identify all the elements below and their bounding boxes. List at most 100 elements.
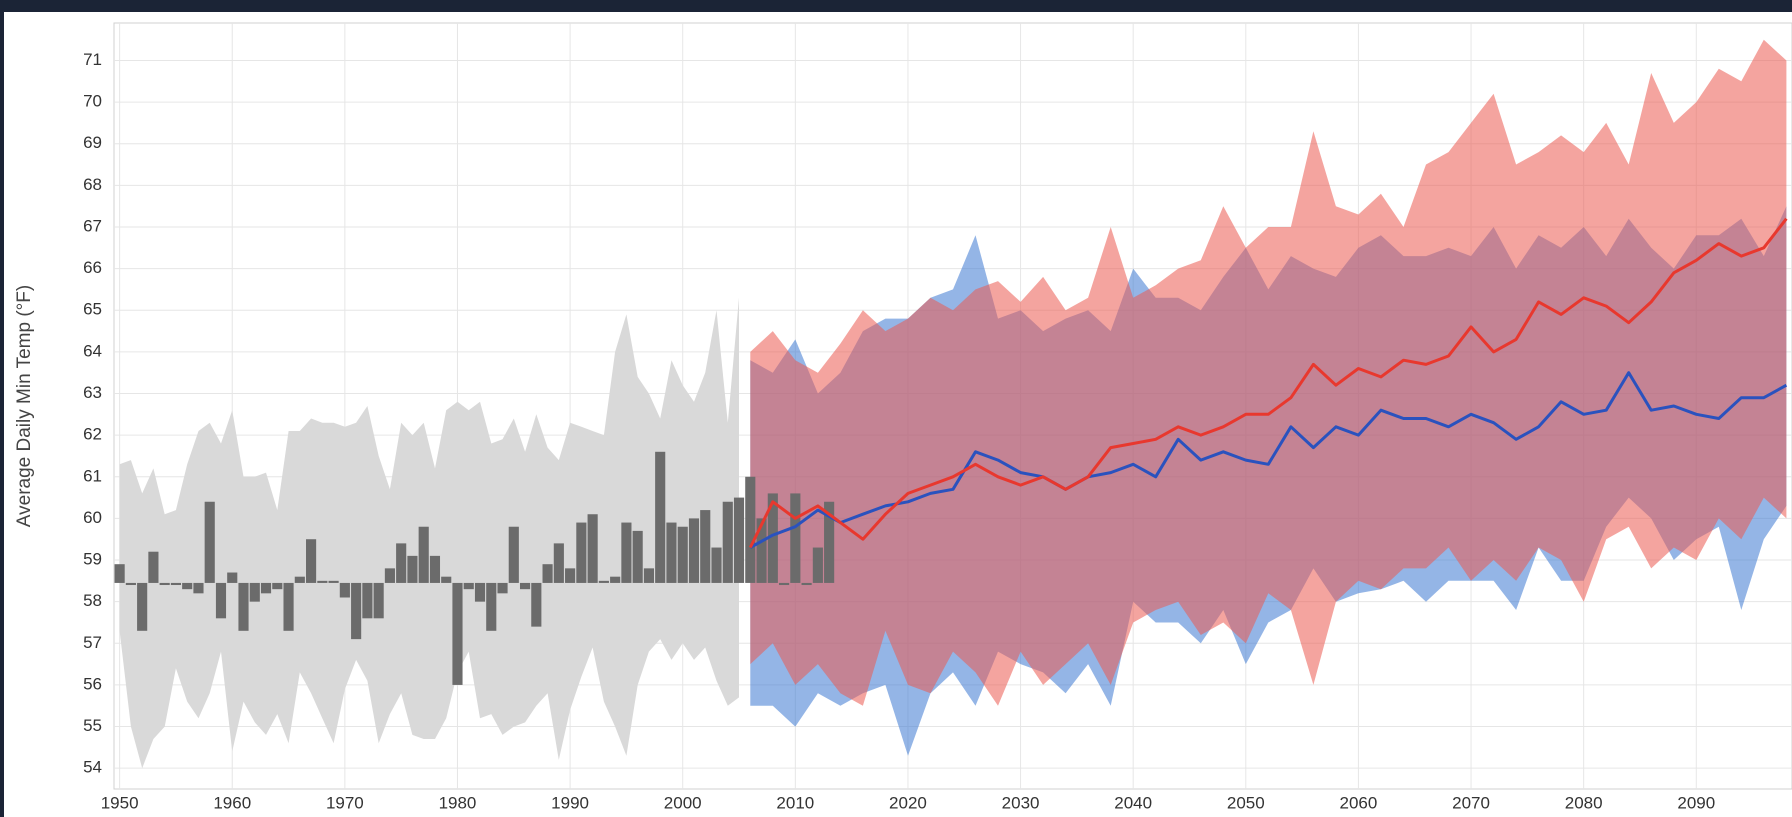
observed-bar — [700, 510, 711, 583]
observed-bar — [542, 564, 553, 583]
observed-bar — [677, 526, 688, 583]
observed-bar — [812, 547, 823, 583]
y-tick-label: 65 — [83, 300, 102, 319]
observed-bar — [384, 568, 395, 583]
y-axis-label: Average Daily Min Temp (°F) — [14, 285, 35, 527]
observed-bar — [396, 543, 407, 583]
y-tick-label: 69 — [83, 133, 102, 152]
observed-bar — [621, 522, 632, 583]
observed-bar — [508, 526, 519, 583]
observed-bar — [306, 539, 317, 583]
y-tick-label: 56 — [83, 674, 102, 693]
labels: 54 55 56 57 58 59 60 61 62 63 64 65 66 67 68 69 70 71 1950… — [83, 50, 1715, 813]
observed-bar — [733, 497, 745, 583]
y-tick-label: 55 — [83, 716, 102, 735]
observed-bar — [824, 501, 835, 583]
observed-bar — [801, 582, 812, 586]
observed-bar — [767, 493, 778, 583]
observed-bar — [779, 582, 790, 586]
observed-bar — [486, 582, 497, 631]
x-tick-label: 1970 — [326, 793, 364, 812]
y-tick-label: 61 — [83, 466, 102, 485]
observed-bar — [688, 518, 700, 583]
observed-bar — [170, 582, 182, 586]
observed-bar — [125, 582, 136, 586]
observed-bar — [745, 476, 756, 583]
projection-range-band — [750, 39, 1787, 706]
x-tick-label: 2030 — [1002, 793, 1040, 812]
observed-bar — [576, 522, 587, 583]
y-tick-label: 58 — [83, 591, 102, 610]
observed-bar — [429, 555, 441, 583]
left-edge — [0, 0, 4, 817]
observed-bar — [227, 572, 238, 583]
observed-bar — [137, 582, 148, 631]
observed-bar — [610, 576, 621, 583]
observed-bar — [756, 518, 767, 583]
median-line — [749, 371, 1788, 549]
y-tick-label: 63 — [83, 383, 102, 402]
observed-bar — [452, 582, 463, 685]
observed-bar — [722, 501, 733, 583]
header-bar — [0, 0, 1792, 12]
y-tick-label: 60 — [83, 508, 102, 527]
median-line — [748, 217, 1788, 549]
x-tick-label: 2060 — [1340, 793, 1378, 812]
y-tick-label: 70 — [83, 92, 102, 111]
x-tick-label: 1960 — [213, 793, 251, 812]
y-tick-label: 67 — [83, 216, 102, 235]
observed-bar — [260, 582, 272, 594]
x-tick-label: 1990 — [551, 793, 589, 812]
x-tick-label: 1950 — [101, 793, 139, 812]
x-tick-label: 2000 — [664, 793, 702, 812]
y-tick-label: 71 — [83, 50, 102, 69]
observed-bar — [339, 582, 350, 598]
x-tick-label: 2090 — [1677, 793, 1715, 812]
x-tick-label: 1980 — [439, 793, 477, 812]
x-tick-label: 2080 — [1565, 793, 1603, 812]
observed-bar — [317, 580, 328, 583]
observed-bar — [249, 582, 260, 602]
observed-bar — [441, 576, 452, 583]
observed-bar — [114, 564, 125, 583]
y-tick-label: 57 — [83, 633, 102, 652]
observed-bar — [294, 576, 305, 583]
observed-bar — [238, 582, 249, 631]
observed-bar — [632, 530, 643, 583]
observed-bar — [643, 568, 655, 583]
y-tick-label: 68 — [83, 175, 102, 194]
observed-bar — [666, 522, 677, 583]
observed-bar — [790, 493, 801, 583]
observed-bar — [407, 555, 418, 583]
observed-bar — [418, 526, 429, 583]
observed-bar — [362, 582, 373, 619]
y-tick-label: 62 — [83, 425, 102, 444]
observed-bar — [328, 580, 339, 583]
observed-bar — [204, 501, 215, 583]
observed-bar — [373, 582, 384, 619]
y-tick-label: 66 — [83, 258, 102, 277]
x-tick-label: 2010 — [776, 793, 814, 812]
observed-bar — [519, 582, 531, 590]
observed-bar — [283, 582, 294, 631]
y-tick-label: 64 — [83, 341, 102, 360]
observed-bar — [463, 582, 474, 590]
observed-bar — [159, 582, 170, 586]
observed-bar — [474, 582, 486, 602]
observed-range-band — [119, 297, 740, 769]
x-tick-label: 2070 — [1452, 793, 1490, 812]
observed-bar — [182, 582, 193, 590]
marks — [114, 39, 1788, 769]
y-tick-label: 54 — [83, 758, 102, 777]
x-tick-label: 2050 — [1227, 793, 1265, 812]
observed-bar — [193, 582, 204, 594]
observed-bar — [565, 568, 576, 583]
observed-bar — [148, 551, 159, 583]
observed-bar — [497, 582, 508, 594]
x-tick-label: 2040 — [1114, 793, 1152, 812]
observed-bar — [655, 451, 666, 583]
x-tick-label: 2020 — [889, 793, 927, 812]
observed-bar — [351, 582, 362, 640]
observed-bar — [587, 514, 598, 583]
